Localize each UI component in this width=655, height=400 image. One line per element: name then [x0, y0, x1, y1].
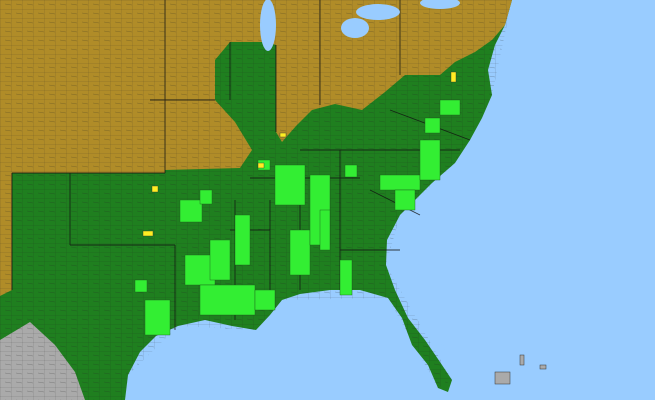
- county: [379, 174, 421, 191]
- county: [289, 229, 311, 276]
- county: [199, 189, 213, 205]
- county: [209, 239, 231, 281]
- lake-ontario: [420, 0, 460, 9]
- county: [257, 162, 265, 169]
- county: [274, 164, 306, 206]
- county: [450, 71, 457, 83]
- county: [151, 185, 159, 193]
- lake-okeechobee: [435, 344, 445, 352]
- county: [424, 117, 441, 134]
- island: [539, 364, 547, 370]
- county: [144, 299, 171, 336]
- county: [394, 189, 416, 211]
- county: [142, 230, 154, 237]
- light-green-counties: [134, 99, 461, 336]
- county: [339, 259, 353, 296]
- island: [519, 354, 525, 366]
- county: [134, 279, 148, 293]
- county: [439, 99, 461, 116]
- lake-michigan: [260, 0, 276, 51]
- county: [279, 132, 287, 138]
- yellow-counties: [142, 71, 457, 237]
- islands: [494, 354, 547, 385]
- county: [234, 214, 251, 266]
- lake-erie: [356, 4, 400, 20]
- county: [319, 209, 331, 251]
- county: [179, 199, 203, 223]
- county: [254, 289, 276, 311]
- county: [199, 284, 256, 316]
- island: [494, 371, 511, 385]
- county: [419, 139, 441, 181]
- lake-huron: [341, 18, 369, 38]
- county: [344, 164, 358, 178]
